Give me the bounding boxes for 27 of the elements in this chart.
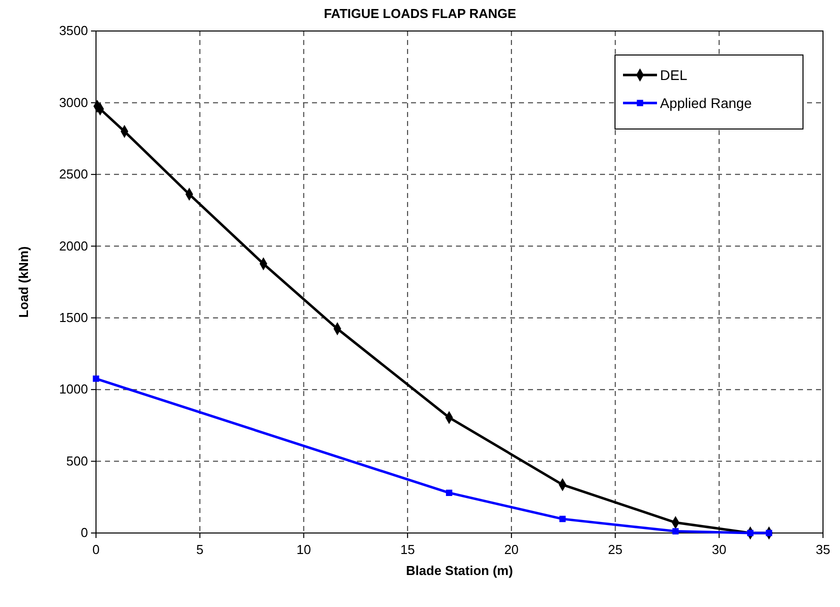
y-tick-label: 1000	[59, 382, 88, 397]
y-tick-label: 500	[66, 453, 88, 468]
y-tick-label: 3000	[59, 94, 88, 110]
x-tick-label: 30	[712, 542, 726, 557]
x-axis-title: Blade Station (m)	[406, 563, 513, 578]
x-tick-label: 20	[504, 542, 519, 557]
point	[559, 516, 566, 522]
x-tick-label: 15	[400, 542, 415, 557]
point	[747, 530, 754, 536]
y-tick-label: 1500	[59, 310, 88, 326]
legend-label: DEL	[660, 67, 688, 83]
chart-title: FATIGUE LOADS FLAP RANGE	[324, 6, 517, 21]
legend-label: Applied Range	[660, 95, 752, 111]
y-tick-label: 2500	[59, 166, 88, 182]
x-tick-label: 35	[816, 542, 830, 557]
x-tick-label: 10	[296, 542, 311, 557]
x-tick-label: 5	[196, 542, 204, 557]
point	[672, 528, 679, 534]
x-tick-label: 0	[92, 542, 100, 557]
y-tick-label: 0	[80, 525, 88, 540]
point	[766, 530, 772, 536]
x-tick-label: 25	[608, 542, 623, 557]
y-tick-label: 2000	[59, 238, 88, 254]
point	[446, 490, 452, 496]
point	[92, 376, 100, 382]
y-tick-label: 3500	[59, 23, 88, 38]
y-axis-title: Load (kNm)	[16, 246, 31, 318]
